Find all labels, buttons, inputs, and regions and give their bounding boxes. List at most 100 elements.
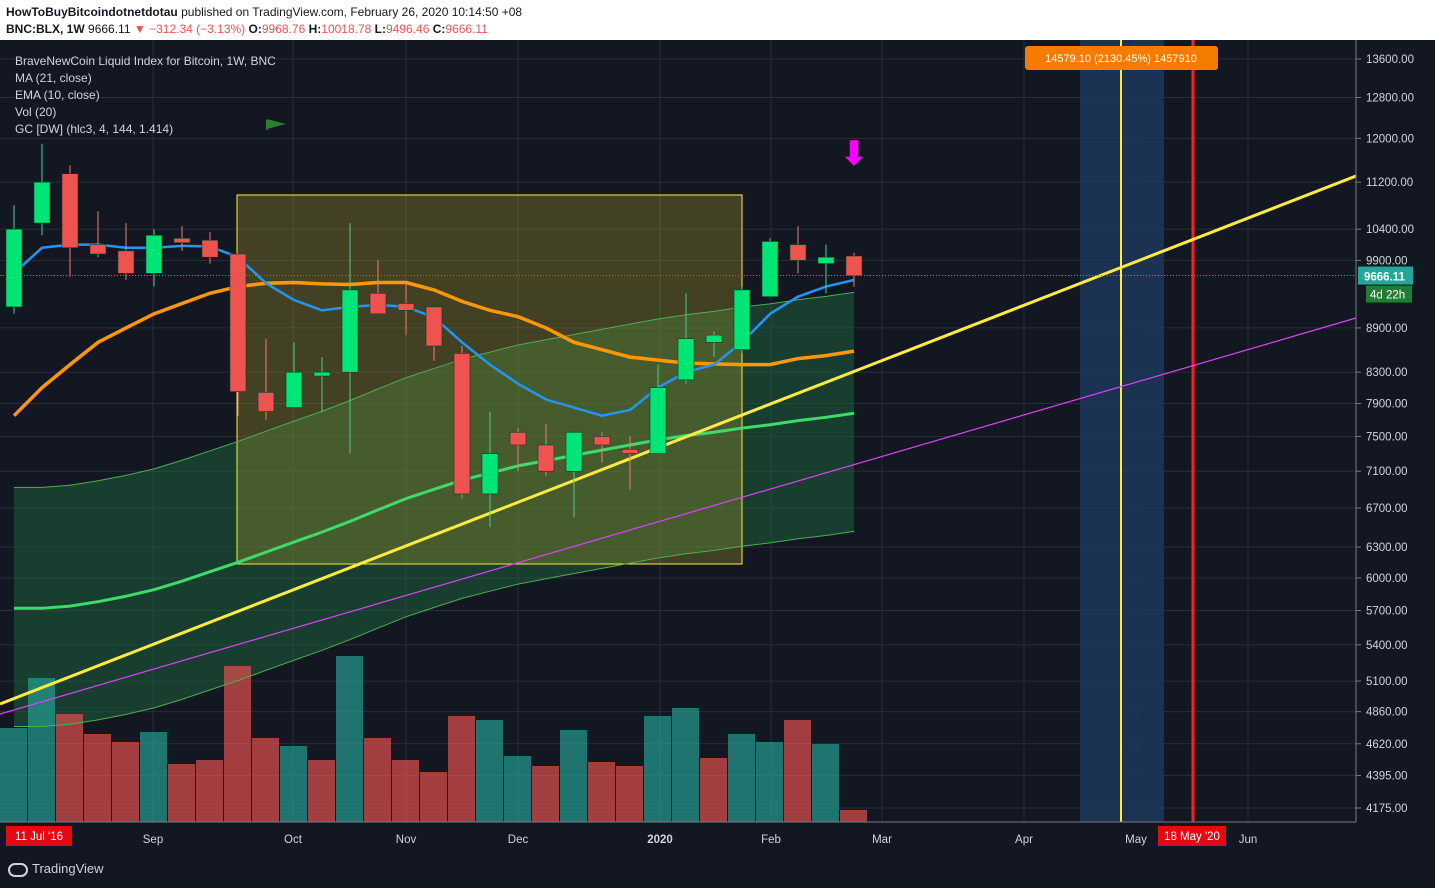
volume-bar-18 (504, 756, 531, 822)
magenta-trendline (0, 317, 1357, 715)
volume-bar-22 (616, 766, 643, 822)
open-label: O: (248, 22, 262, 36)
candle-body-0 (5, 228, 23, 308)
publish-info: HowToBuyBitcoindotnetdotau published on … (6, 5, 522, 19)
published-text: published on TradingView.com, February 2… (181, 5, 523, 19)
candle-body-11 (313, 371, 331, 377)
volume-bar-16 (448, 716, 475, 822)
candle-body-18 (509, 431, 527, 446)
volume-bar-3 (84, 734, 111, 822)
time-tick-1: Oct (284, 834, 303, 846)
price-tick-0: 13600.00 (1366, 54, 1414, 66)
price-axis-bg (1356, 40, 1435, 852)
volume-bar-23 (644, 716, 671, 822)
low-value: 9496.46 (386, 22, 430, 36)
price-tick-16: 5100.00 (1366, 676, 1408, 688)
legend-title[interactable]: BraveNewCoin Liquid Index for Bitcoin, 1… (15, 54, 276, 68)
time-tick-8: May (1125, 834, 1147, 846)
candle-body-12 (341, 289, 359, 373)
legend-gc[interactable]: GC [DW] (hlc3, 4, 144, 1.414) (15, 122, 174, 136)
countdown-badge (1366, 285, 1412, 303)
candle-body-1 (33, 181, 51, 224)
volume-bar-6 (168, 764, 195, 822)
candle-body-16 (453, 353, 471, 495)
time-zone-2 (1122, 40, 1164, 822)
legend-vol[interactable]: Vol (20) (15, 105, 57, 119)
volume-bar-9 (252, 738, 279, 822)
publisher-name[interactable]: HowToBuyBitcoindotnetdotau (6, 5, 178, 19)
candle-body-28 (789, 244, 807, 261)
volume-bar-12 (336, 656, 363, 822)
price-tick-20: 4175.00 (1366, 803, 1408, 815)
price-tick-3: 11200.00 (1366, 177, 1413, 189)
price-tick-14: 5700.00 (1366, 606, 1408, 618)
open-value: 9968.76 (261, 22, 306, 36)
volume-bar-27 (756, 742, 783, 822)
candle-body-10 (285, 371, 303, 408)
legend-ma[interactable]: MA (21, close) (15, 71, 92, 85)
legend-ema[interactable]: EMA (10, close) (15, 88, 100, 102)
last-price-badge (1358, 266, 1413, 285)
indicator-legend: BraveNewCoin Liquid Index for Bitcoin, 1… (15, 53, 276, 138)
volume-bar-0 (0, 728, 27, 822)
flag-icon (266, 119, 286, 130)
volume-bar-11 (308, 760, 335, 822)
price-tick-19: 4395.00 (1366, 770, 1408, 782)
candle-body-4 (117, 250, 135, 274)
candle-body-17 (481, 453, 499, 495)
candle-body-20 (565, 431, 583, 472)
projection-label: 14579.10 (2130.45%) 1457910 (1045, 53, 1197, 65)
last-price-label: 9666.11 (1364, 272, 1406, 284)
volume-bar-19 (532, 766, 559, 822)
tradingview-logo[interactable]: TradingView (8, 861, 104, 877)
volume-bar-24 (672, 708, 699, 822)
start-date-badge (6, 826, 72, 846)
gc-upper-band (14, 291, 855, 488)
volume-bar-10 (280, 746, 307, 822)
volume-bar-14 (392, 760, 419, 822)
candle-body-6 (173, 238, 191, 244)
price-tick-9: 7500.00 (1366, 431, 1408, 443)
close-label: C: (432, 22, 446, 36)
last-price: 9666.11 (88, 22, 131, 36)
candle-body-26 (733, 289, 751, 350)
price-change: −312.34 (−3.13%) (149, 22, 246, 36)
volume-bar-4 (112, 742, 139, 822)
down-arrow-icon: ⬇ (840, 134, 869, 174)
time-tick-2: Nov (396, 834, 417, 846)
low-label: L: (374, 22, 386, 36)
marker-date-label: 18 May '20 (1164, 831, 1220, 843)
price-tick-15: 5400.00 (1366, 640, 1408, 652)
marker-date-badge (1158, 826, 1226, 846)
candle-body-13 (369, 292, 387, 315)
gc-lower-band (14, 530, 855, 727)
volume-bar-20 (560, 730, 587, 822)
time-zone-1 (1080, 40, 1122, 822)
candle-body-7 (201, 239, 219, 258)
volume-bar-25 (700, 758, 727, 822)
candle-body-23 (649, 387, 667, 454)
price-tick-6: 8900.00 (1366, 323, 1408, 335)
candle-body-3 (89, 244, 107, 255)
candle-body-29 (817, 256, 835, 264)
candle-body-14 (397, 303, 415, 311)
candle-body-24 (677, 338, 695, 381)
price-tick-4: 10400.00 (1366, 224, 1414, 236)
volume-bar-29 (812, 744, 839, 822)
price-chart[interactable]: ⬇ 14579.10 (2130.45%) 1457910 13600.00 128… (0, 40, 1435, 852)
symbol-label: BNC:BLX, 1W (6, 22, 85, 36)
price-tick-13: 6000.00 (1366, 573, 1408, 585)
high-value: 10018.78 (321, 22, 372, 36)
price-tick-7: 8300.00 (1366, 367, 1408, 379)
time-tick-6: Mar (872, 834, 892, 846)
price-tick-10: 7100.00 (1366, 466, 1408, 478)
candle-body-5 (145, 234, 163, 274)
yellow-trendline (0, 174, 1357, 706)
high-label: H: (308, 22, 322, 36)
countdown-label: 4d 22h (1370, 290, 1405, 302)
tradingview-cloud-icon (8, 863, 28, 877)
brand-name: TradingView (32, 861, 104, 876)
candle-body-22 (621, 448, 639, 454)
time-tick-3: Dec (508, 834, 529, 846)
volume-bar-30 (840, 810, 867, 822)
